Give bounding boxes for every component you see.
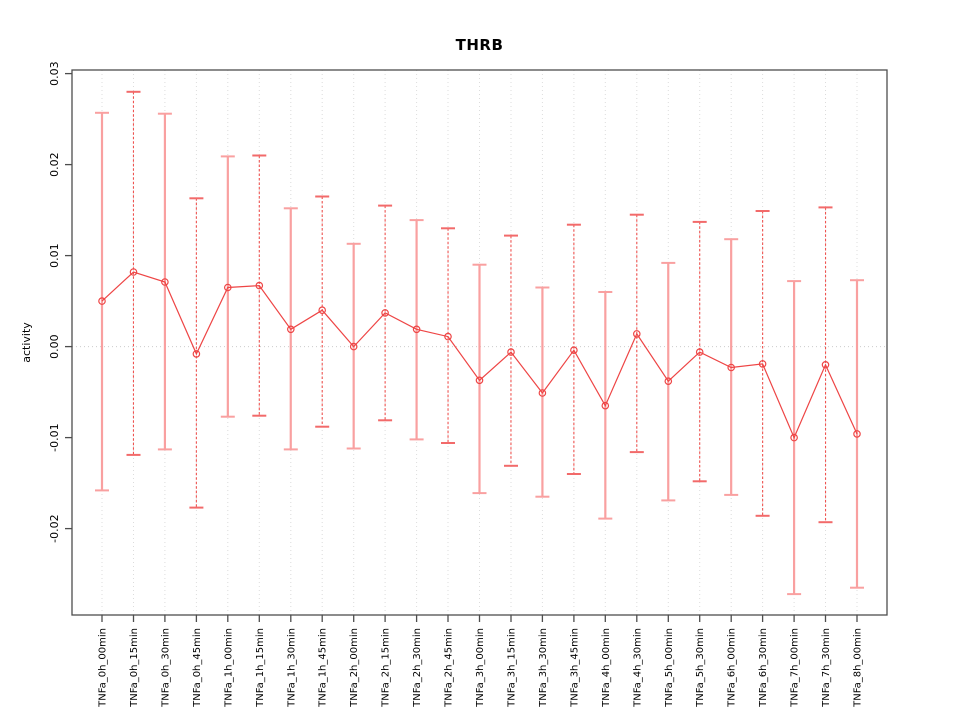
svg-text:0.02: 0.02 [48, 152, 61, 177]
svg-text:0.03: 0.03 [48, 61, 61, 86]
svg-text:TNFa_3h_15min: TNFa_3h_15min [507, 628, 518, 708]
chart-title: THRB [455, 36, 504, 54]
svg-text:TNFa_3h_45min: TNFa_3h_45min [569, 628, 580, 708]
svg-text:TNFa_7h_30min: TNFa_7h_30min [821, 628, 832, 708]
svg-text:0.01: 0.01 [48, 243, 61, 268]
svg-text:TNFa_0h_15min: TNFa_0h_15min [129, 628, 140, 708]
svg-text:TNFa_1h_15min: TNFa_1h_15min [255, 628, 266, 708]
svg-text:TNFa_0h_30min: TNFa_0h_30min [160, 628, 171, 708]
svg-text:TNFa_1h_00min: TNFa_1h_00min [223, 628, 234, 708]
svg-text:TNFa_5h_30min: TNFa_5h_30min [695, 628, 706, 708]
svg-text:TNFa_2h_30min: TNFa_2h_30min [412, 628, 423, 708]
svg-text:-0.01: -0.01 [48, 423, 61, 451]
svg-text:TNFa_7h_00min: TNFa_7h_00min [790, 628, 801, 708]
svg-text:TNFa_2h_15min: TNFa_2h_15min [381, 628, 392, 708]
data-points [98, 268, 861, 442]
svg-text:TNFa_8h_00min: TNFa_8h_00min [853, 628, 864, 708]
svg-text:-0.02: -0.02 [48, 514, 61, 542]
svg-text:0.00: 0.00 [48, 334, 61, 359]
y-axis-label: activity [20, 322, 33, 363]
x-axis-ticks: TNFa_0h_00min TNFa_0h_15min TNFa_0h_30min T… [98, 615, 864, 708]
svg-text:TNFa_1h_30min: TNFa_1h_30min [286, 628, 297, 708]
svg-text:TNFa_4h_30min: TNFa_4h_30min [632, 628, 643, 708]
svg-text:TNFa_0h_00min: TNFa_0h_00min [98, 628, 109, 708]
svg-text:TNFa_1h_45min: TNFa_1h_45min [318, 628, 329, 708]
svg-text:TNFa_2h_00min: TNFa_2h_00min [349, 628, 360, 708]
svg-text:TNFa_5h_00min: TNFa_5h_00min [664, 628, 675, 708]
svg-text:TNFa_2h_45min: TNFa_2h_45min [444, 628, 455, 708]
y-axis-ticks: 0.03 0.02 0.01 0.00 -0.01 -0.02 [48, 61, 72, 543]
svg-text:TNFa_4h_00min: TNFa_4h_00min [601, 628, 612, 708]
svg-text:TNFa_3h_30min: TNFa_3h_30min [538, 628, 549, 708]
svg-text:TNFa_6h_00min: TNFa_6h_00min [727, 628, 738, 708]
svg-text:TNFa_3h_00min: TNFa_3h_00min [475, 628, 486, 708]
svg-text:activity: activity [20, 322, 33, 363]
svg-text:TNFa_6h_30min: TNFa_6h_30min [758, 628, 769, 708]
svg-text:TNFa_0h_45min: TNFa_0h_45min [192, 628, 203, 708]
series-line [101, 271, 858, 440]
